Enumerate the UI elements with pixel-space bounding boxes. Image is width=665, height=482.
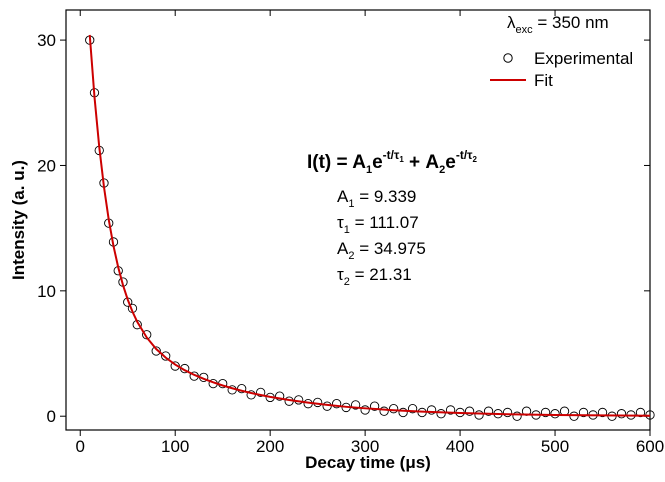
data-point (331, 399, 342, 409)
y-tick-label: 10 (37, 282, 56, 301)
data-point (445, 405, 456, 415)
excitation-value: = 350 nm (533, 13, 609, 32)
data-point (474, 410, 484, 420)
data-point (388, 404, 399, 414)
x-tick-label: 500 (541, 437, 569, 456)
data-point (369, 401, 380, 411)
x-axis-label: Decay time (μs) (305, 453, 431, 472)
eq-sub: 2 (439, 164, 445, 176)
parameter-symbol: A (337, 239, 349, 258)
data-point (161, 351, 171, 361)
data-point (436, 409, 446, 419)
data-point (407, 404, 418, 414)
plot-frame (65, 9, 651, 431)
parameter-value: = 9.339 (354, 187, 416, 206)
data-point (512, 411, 522, 421)
parameter: τ1 = 111.07 (337, 213, 419, 236)
data-point (151, 346, 161, 356)
y-tick-label: 0 (47, 407, 56, 426)
data-point (578, 407, 589, 418)
parameter-value: = 34.975 (354, 239, 425, 258)
data-point (379, 406, 389, 416)
y-tick-label: 20 (37, 156, 56, 175)
eq-part: e (372, 152, 383, 173)
legend-label: Experimental (534, 49, 633, 68)
legend-label: Fit (534, 71, 553, 90)
data-point (294, 395, 304, 405)
y-tick-label: 30 (37, 31, 56, 50)
data-point (464, 406, 475, 416)
data-point (360, 405, 370, 415)
x-tick-label: 200 (256, 437, 284, 456)
parameter-subscript: 2 (344, 276, 350, 288)
eq-sup: -t/τ (456, 148, 473, 162)
parameter-symbol: τ (337, 213, 344, 232)
eq-part: I(t) = A (307, 152, 366, 173)
x-tick-label: 300 (351, 437, 379, 456)
parameter-subscript: 1 (348, 198, 354, 210)
lambda: λ (507, 13, 516, 32)
data-point (426, 405, 437, 415)
data-point (635, 407, 646, 418)
x-tick-label: 400 (446, 437, 474, 456)
parameter-symbol: A (337, 187, 349, 206)
data-point (483, 406, 494, 416)
fit-line (88, 34, 651, 417)
data-point (398, 407, 408, 418)
subscript: exc (516, 24, 534, 36)
equation: I(t) = A1e-t/τ1 + A2e-t/τ2 (307, 148, 478, 176)
parameter-value: = 111.07 (350, 213, 419, 232)
data-point (597, 407, 608, 418)
eq-part: e (445, 152, 456, 173)
parameter-subscript: 1 (344, 224, 350, 236)
x-tick-label: 600 (636, 437, 664, 456)
data-point (312, 397, 323, 408)
data-point (550, 409, 560, 419)
data-point (616, 409, 627, 419)
x-tick-label: 100 (161, 437, 189, 456)
eq-sup-sub: 2 (473, 155, 478, 164)
eq-part: + A (404, 152, 440, 173)
data-point (540, 407, 551, 418)
data-point (256, 387, 266, 398)
parameter-value: = 21.31 (350, 265, 412, 284)
x-tick-label: 0 (76, 437, 85, 456)
data-point (350, 400, 361, 410)
parameter: A1 = 9.339 (337, 187, 416, 210)
y-axis-label: Intensity (a. u.) (9, 160, 28, 280)
data-point (502, 407, 513, 418)
parameter: A2 = 34.975 (337, 239, 426, 262)
data-point (569, 411, 579, 421)
excitation-label: λexc = 350 nm (507, 13, 609, 36)
eq-sub: 1 (366, 164, 372, 176)
parameter-subscript: 2 (348, 250, 354, 262)
eq-sup: -t/τ (383, 148, 400, 162)
eq-sup-sub: 1 (399, 155, 404, 164)
parameter-symbol: τ (337, 265, 344, 284)
parameter: τ2 = 21.31 (337, 265, 412, 288)
data-point (275, 391, 285, 401)
legend-marker (503, 53, 513, 63)
